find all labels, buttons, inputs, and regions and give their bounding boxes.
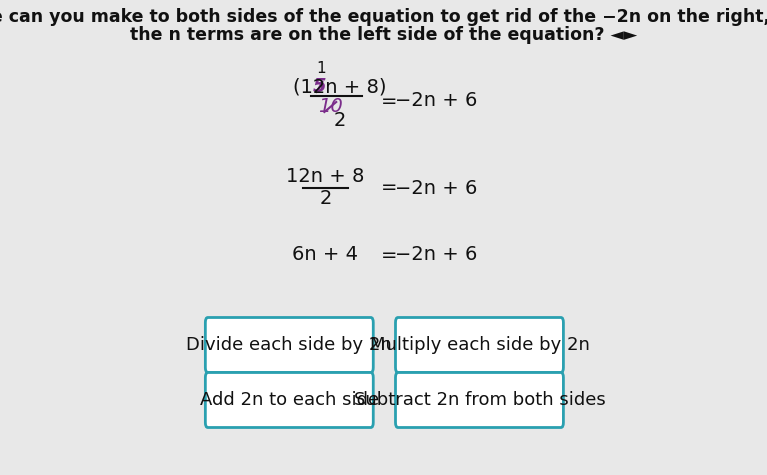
Text: Add 2n to each side: Add 2n to each side [199,391,379,409]
Text: 2: 2 [334,111,347,130]
Text: 6n + 4: 6n + 4 [292,246,358,265]
Text: 5: 5 [313,77,326,96]
Text: the n terms are on the left side of the equation? ◄►: the n terms are on the left side of the … [130,26,637,44]
Text: 2: 2 [319,190,331,209]
Text: What move can you make to both sides of the equation to get rid of the −2n on th: What move can you make to both sides of … [0,8,767,26]
Text: =: = [381,246,398,265]
Text: Subtract 2n from both sides: Subtract 2n from both sides [354,391,605,409]
FancyBboxPatch shape [396,372,564,428]
FancyBboxPatch shape [396,317,564,372]
Text: Divide each side by 2n: Divide each side by 2n [186,336,392,354]
FancyBboxPatch shape [206,317,374,372]
Text: Multiply each side by 2n: Multiply each side by 2n [370,336,589,354]
Text: −2n + 6: −2n + 6 [395,92,478,111]
Text: 10: 10 [318,97,343,116]
Text: =: = [381,92,398,111]
FancyBboxPatch shape [206,372,374,428]
Text: 1: 1 [317,61,326,76]
Text: −2n + 6: −2n + 6 [395,246,478,265]
Text: (12n + 8): (12n + 8) [294,77,387,96]
Text: −2n + 6: −2n + 6 [395,179,478,198]
Text: =: = [381,179,398,198]
Text: 12n + 8: 12n + 8 [286,168,364,187]
